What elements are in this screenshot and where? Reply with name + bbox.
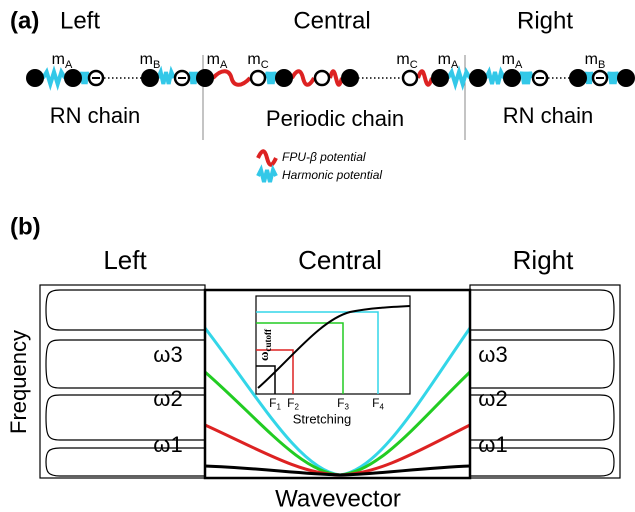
inset-tick: F2 [287,396,299,412]
inset-tick: F3 [337,396,349,412]
base: m [438,51,451,68]
inset [256,296,410,394]
harmonic-spring [43,72,65,84]
harmonic-spring [190,72,197,84]
fpu-spring [292,71,314,85]
mass-filled [196,69,214,87]
harmonic-spring [158,72,174,84]
legend-label: Harmonic potential [282,168,382,182]
level-label: ω2 [478,386,507,411]
chain-label: Periodic chain [266,106,404,131]
section-title: Central [293,7,370,34]
subscript: 1 [276,403,281,412]
black-band [205,466,470,475]
harmonic-spring [608,72,618,84]
fpu-spring [258,151,276,165]
subscript: 2 [294,403,299,412]
section-title: Right [517,7,573,34]
base: F [337,396,344,410]
fpu-spring [418,71,432,85]
level-label: ω2 [153,386,182,411]
mass-filled [64,69,82,87]
mass-label: mB [140,51,161,70]
harmonic-spring [448,72,470,84]
harmonic-spring [520,72,532,84]
base: F [287,396,294,410]
mass-label: mC [396,51,417,70]
inset-x-label: Stretching [293,411,352,426]
legend-label: FPU-β potential [282,150,366,164]
mass-filled [569,69,587,87]
mass-label: mB [585,51,606,70]
mass-open [403,71,417,85]
panel-label: (a) [10,7,39,34]
base: m [502,51,515,68]
subscript: B [598,59,605,71]
axis-label: Wavevector [275,485,401,512]
subscript: C [410,59,418,71]
level-label: ω3 [478,342,507,367]
subscript: A [515,59,523,71]
base: F [269,396,276,410]
axis-label: Frequency [6,330,31,434]
mass-filled [141,69,159,87]
chain-label: RN chain [503,103,593,128]
base: m [585,51,598,68]
right-band [470,290,614,330]
figure: (a)LeftCentralRightmAmBmAmCmCmAmAmBRN ch… [0,0,635,512]
mass-label: mA [502,51,523,70]
mass-label: mC [247,51,268,70]
harmonic-spring [258,170,276,182]
mass-filled [469,69,487,87]
inset-tick: F1 [269,396,281,412]
fpu-spring [213,71,250,85]
base: m [396,51,409,68]
subscript: C [261,59,269,71]
level-label: ω1 [478,432,507,457]
section-title: Right [513,245,574,275]
mass-filled [341,69,359,87]
harmonic-spring [266,72,276,84]
mass-open [251,71,265,85]
section-title: Left [60,7,100,34]
base: m [247,51,260,68]
mass-label: mA [52,51,73,70]
mass-filled [431,69,449,87]
panel-label: (b) [10,213,41,240]
mass-label: mA [207,51,228,70]
fpu-spring [330,71,342,85]
section-title: Central [298,245,382,275]
base: m [207,51,220,68]
harmonic-spring [486,72,504,84]
harmonic-spring [81,72,88,84]
mass-open [315,71,329,85]
section-title: Left [103,245,147,275]
subscript: A [65,59,73,71]
base: ω [256,351,271,361]
subscript: cutoff [263,328,273,351]
mass-label: mA [438,51,459,70]
base: m [140,51,153,68]
subscript: 3 [344,403,349,412]
subscript: A [220,59,228,71]
left-band [46,290,205,330]
base: m [52,51,65,68]
level-label: ω1 [153,432,182,457]
level-label: ω3 [153,342,182,367]
mass-filled [503,69,521,87]
base: F [372,396,379,410]
mass-filled [617,69,635,87]
chain-label: RN chain [50,103,140,128]
mass-filled [26,69,44,87]
mass-filled [275,69,293,87]
inset-tick: F4 [372,396,384,412]
subscript: 4 [379,403,384,412]
subscript: B [153,59,160,71]
